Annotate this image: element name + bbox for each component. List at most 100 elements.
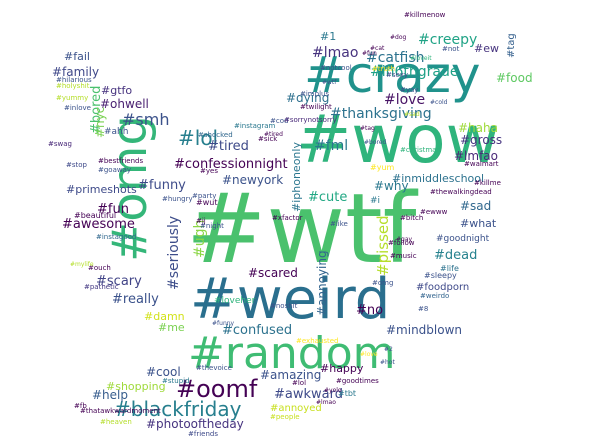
cloud-word: #cool bbox=[146, 365, 181, 379]
cloud-word: #jj bbox=[196, 217, 206, 225]
cloud-word: #inmiddleschool bbox=[392, 172, 484, 185]
cloud-word: #swag bbox=[48, 140, 72, 148]
cloud-word: #shopping bbox=[106, 380, 166, 393]
cloud-word: #nyc bbox=[93, 107, 107, 138]
cloud-word: #instagood bbox=[96, 233, 136, 241]
cloud-word: #gross bbox=[460, 133, 502, 147]
cloud-word: #love bbox=[360, 351, 378, 358]
cloud-word: #cod bbox=[270, 117, 288, 125]
cloud-word: #confessionnight bbox=[174, 157, 288, 172]
cloud-word: #gtfo bbox=[101, 84, 132, 97]
cloud-word: #lmao bbox=[316, 399, 336, 406]
cloud-word: #yes bbox=[200, 167, 218, 175]
cloud-word: #killme bbox=[474, 179, 501, 187]
cloud-word: #random bbox=[188, 328, 396, 379]
cloud-word: #awkward bbox=[274, 387, 343, 402]
cloud-word: #tag bbox=[360, 125, 375, 132]
cloud-word: #happy bbox=[320, 362, 364, 375]
cloud-word: #cat bbox=[370, 45, 385, 52]
cloud-word: #8 bbox=[418, 305, 428, 313]
cloud-word: #amazing bbox=[260, 368, 321, 382]
cloud-word: #sleepy bbox=[424, 271, 457, 280]
cloud-word: #hilarious bbox=[56, 76, 92, 84]
cloud-word: #loveher bbox=[214, 296, 256, 306]
cloud-word: #tbt bbox=[338, 389, 356, 398]
cloud-word: #mylife bbox=[70, 261, 94, 268]
cloud-word: #oomf bbox=[176, 375, 258, 403]
cloud-word: #family bbox=[52, 65, 99, 79]
cloud-word: #scared bbox=[248, 266, 298, 280]
cloud-word: #blackfriday bbox=[114, 397, 242, 421]
cloud-word: #wtf bbox=[186, 173, 419, 285]
cloud-word: #fun bbox=[97, 202, 129, 217]
cloud-word: #dog bbox=[390, 34, 407, 41]
cloud-word: #tag bbox=[506, 33, 517, 58]
cloud-word: #sexy bbox=[386, 71, 408, 79]
cloud-word: #hot bbox=[380, 359, 396, 366]
cloud-word: #party bbox=[192, 192, 216, 200]
cloud-word: #bestfriends bbox=[98, 157, 143, 165]
cloud-word: #haha bbox=[458, 121, 498, 135]
cloud-word: #ahh bbox=[104, 127, 128, 137]
cloud-word: #beautiful bbox=[74, 211, 116, 220]
cloud-word: #exhausted bbox=[296, 337, 339, 345]
cloud-word: #thewalkingdead bbox=[430, 188, 492, 196]
cloud-word: #wut bbox=[196, 198, 217, 207]
cloud-word: #cute bbox=[308, 190, 347, 205]
cloud-word: #help bbox=[92, 388, 128, 402]
cloud-word: #like bbox=[330, 220, 348, 228]
cloud-word: #sick bbox=[258, 135, 278, 143]
cloud-word: #foodporn bbox=[416, 282, 469, 293]
cloud-word: #fail bbox=[64, 50, 90, 63]
cloud-word: #bored bbox=[89, 86, 104, 134]
cloud-word: #bitch bbox=[400, 214, 423, 222]
cloud-word: #newyork bbox=[222, 173, 283, 187]
cloud-word: #music bbox=[390, 252, 417, 260]
cloud-word: #notcool bbox=[320, 64, 352, 72]
cloud-word: #i bbox=[370, 196, 380, 206]
cloud-word: #2 bbox=[384, 346, 393, 353]
cloud-word: #ewww bbox=[420, 208, 448, 216]
cloud-word: #omg bbox=[372, 279, 393, 287]
cloud-word: #yolo bbox=[324, 387, 342, 394]
cloud-word: #crazy bbox=[304, 46, 480, 104]
cloud-word: #follow bbox=[388, 239, 415, 247]
cloud-word: #smh bbox=[122, 110, 169, 129]
cloud-word: #walmart bbox=[464, 160, 499, 168]
cloud-word: #ohwell bbox=[100, 97, 149, 111]
cloud-word: #love bbox=[384, 92, 425, 108]
cloud-word: #noshit bbox=[270, 302, 298, 310]
cloud-word: #lmao bbox=[312, 45, 358, 61]
cloud-word: #cold bbox=[430, 99, 448, 106]
cloud-word: #stop bbox=[66, 161, 88, 169]
cloud-word: #ugh bbox=[192, 220, 208, 258]
cloud-word: #damn bbox=[144, 310, 185, 323]
cloud-word: #wtf bbox=[322, 79, 337, 86]
cloud-word: #lmfao bbox=[454, 149, 498, 163]
cloud-word: #really bbox=[112, 292, 159, 307]
cloud-word: #heaven bbox=[100, 418, 132, 426]
cloud-word: #ew bbox=[474, 42, 499, 55]
cloud-word: #seriously bbox=[166, 216, 182, 290]
cloud-word: #scary bbox=[96, 274, 142, 289]
cloud-word: #thevoice bbox=[196, 364, 232, 372]
cloud-word: #truth bbox=[372, 65, 395, 73]
cloud-word: #primeshots bbox=[66, 183, 137, 196]
cloud-word: #funny bbox=[138, 178, 186, 193]
cloud-word: #gay bbox=[396, 236, 413, 243]
cloud-word: #dying bbox=[286, 91, 329, 105]
cloud-word: #1 bbox=[320, 30, 336, 43]
cloud-word: #wow bbox=[296, 101, 500, 178]
cloud-word: #loveit bbox=[410, 55, 432, 62]
cloud-word: #yummy bbox=[56, 94, 88, 102]
cloud-word: #yum bbox=[370, 163, 395, 172]
cloud-word: #inlove bbox=[64, 104, 91, 112]
cloud-word: #food bbox=[496, 71, 533, 85]
cloud-word: #weirdo bbox=[420, 292, 449, 300]
cloud-word: #tired bbox=[264, 131, 283, 138]
cloud-word: #tired bbox=[208, 139, 249, 154]
cloud-word: #implus bbox=[300, 90, 329, 98]
cloud-word: #killmenow bbox=[404, 11, 446, 19]
cloud-word: #night bbox=[200, 222, 224, 230]
